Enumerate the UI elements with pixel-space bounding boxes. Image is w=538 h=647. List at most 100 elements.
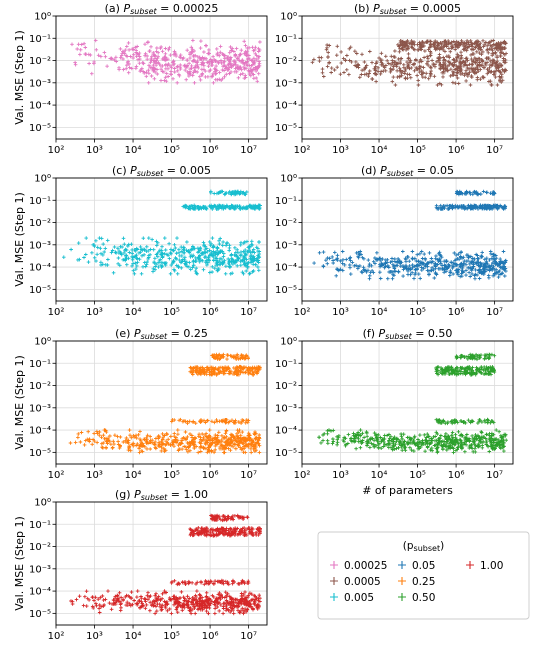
x-tick-label: 10³ [86,631,103,642]
x-tick-label: 10⁴ [371,145,388,156]
legend-marker [330,593,338,601]
y-axis-label: Val. MSE (Step 1) [13,516,26,611]
point-cluster [209,189,249,197]
panel-title-sub: subset [141,332,168,341]
panel-title-value: = 0.50 [412,327,453,340]
plot-frame [301,15,514,140]
panel-title-sub: subset [137,169,164,178]
y-tick-label: 10⁻² [275,218,297,229]
panel-title: (g) Psubset = 1.00 [115,488,208,502]
x-tick-label: 10⁶ [202,470,219,481]
legend-label: 0.0005 [344,576,381,588]
y-tick-label: 10⁻¹ [29,34,51,45]
panel-title-var: P [380,164,387,177]
panel-title-sub: subset [141,493,168,502]
legend-title-sub: subset [414,544,441,553]
plot-frame [55,177,268,302]
x-tick-label: 10⁷ [240,470,257,481]
y-tick-label: 10⁰ [34,337,51,348]
legend-label: 0.25 [412,576,435,588]
point-cluster [454,189,497,197]
x-tick-label: 10⁴ [125,631,142,642]
x-tick-label: 10⁵ [163,631,180,642]
x-tick-label: 10³ [86,470,103,481]
panel-title-prefix: (g) [115,488,134,501]
panel-title-var: P [134,488,141,501]
x-tick-label: 10² [48,307,65,318]
point-cluster [310,43,508,87]
x-tick-label: 10⁵ [409,307,426,318]
panel-title-value: = 0.0005 [406,2,461,15]
y-tick-label: 10⁻² [275,56,297,67]
y-tick-label: 10⁻⁵ [275,123,297,134]
scatter-series [312,189,508,281]
point-cluster [434,203,508,211]
y-tick-label: 10⁻¹ [29,359,51,370]
point-cluster [434,417,496,426]
x-tick-label: 10⁷ [486,470,503,481]
point-cluster [317,428,508,455]
x-tick-label: 10⁶ [448,307,465,318]
panel-title: (b) Psubset = 0.0005 [354,2,461,16]
panel-e: 10² 10³ 10⁴ 10⁵ 10⁶ 10⁷ 10⁰ 10⁻¹ 10⁻² 10⁻³ 10⁻⁴ 10⁻… [13,327,268,481]
y-axis-label: Val. MSE (Step 1) [13,30,26,125]
panel-b: 10² 10³ 10⁴ 10⁵ 10⁶ 10⁷ 10⁰ 10⁻¹ 10⁻² 10⁻³ 10⁻⁴ 10⁻… [275,2,514,156]
y-tick-label: 10⁻³ [275,240,297,251]
x-tick-label: 10³ [86,307,103,318]
x-tick-label: 10⁶ [202,631,219,642]
panel-c: 10² 10³ 10⁴ 10⁵ 10⁶ 10⁷ 10⁰ 10⁻¹ 10⁻² 10⁻³ 10⁻⁴ 10⁻… [13,164,268,318]
scatter-series [70,38,262,85]
panel-title-sub: subset [130,7,157,16]
y-tick-label: 10⁻³ [29,240,51,251]
panel-g: 10² 10³ 10⁴ 10⁵ 10⁶ 10⁷ 10⁰ 10⁻¹ 10⁻² 10⁻³ 10⁻⁴ 10⁻… [13,488,268,647]
x-tick-label: 10² [48,470,65,481]
y-tick-label: 10⁻² [29,542,51,553]
y-tick-label: 10⁻² [29,381,51,392]
legend-label: 1.00 [480,560,503,572]
panel-title-var: P [123,2,130,15]
panel-f: 10² 10³ 10⁴ 10⁵ 10⁶ 10⁷ 10⁰ 10⁻¹ 10⁻² 10⁻³ 10⁻⁴ 10⁻… [275,327,514,497]
grid [55,15,267,139]
point-cluster [188,364,262,377]
y-tick-label: 10⁰ [280,337,297,348]
x-tick-label: 10² [294,307,311,318]
scatter-series [310,38,508,87]
legend-title-main: (p [403,540,414,552]
panel-title-value: = 0.005 [163,164,211,177]
y-tick-label: 10⁻⁴ [275,263,297,274]
x-tick-label: 10⁷ [240,307,257,318]
y-tick-label: 10⁻¹ [275,359,297,370]
panel-title-value: = 0.25 [167,327,208,340]
legend-marker [466,561,474,569]
grid [301,177,513,301]
point-cluster [209,513,250,523]
panel-title-prefix: (f) [363,327,379,340]
y-tick-label: 10⁰ [34,498,51,509]
x-tick-label: 10² [294,145,311,156]
y-tick-label: 10⁻⁴ [275,426,297,437]
point-cluster [169,578,251,587]
point-cluster [454,352,497,362]
y-tick-label: 10⁻³ [275,78,297,89]
panel-title-sub: subset [387,169,414,178]
point-cluster [170,417,251,426]
x-tick-label: 10⁷ [240,631,257,642]
point-cluster [396,38,508,52]
y-tick-label: 10⁻³ [275,403,297,414]
legend-item: 0.005 [330,592,374,604]
panel-title-var: P [379,327,386,340]
x-tick-label: 10⁵ [163,307,180,318]
y-tick-label: 10⁰ [280,12,297,23]
legend-label: 0.00025 [344,560,387,572]
x-tick-label: 10⁵ [409,145,426,156]
panel-title-var: P [134,327,141,340]
legend-marker [330,577,338,585]
y-axis-label: Val. MSE (Step 1) [13,355,26,450]
legend-item: 0.0005 [330,576,381,588]
legend: (psubset) 0.00025 0.0005 0.005 0.05 0.25 0.50 1… [317,531,530,620]
x-tick-label: 10⁷ [486,145,503,156]
panel-title-value: = 0.05 [413,164,454,177]
x-tick-label: 10⁷ [240,145,257,156]
scatter-series [69,513,262,616]
point-cluster [68,428,262,455]
